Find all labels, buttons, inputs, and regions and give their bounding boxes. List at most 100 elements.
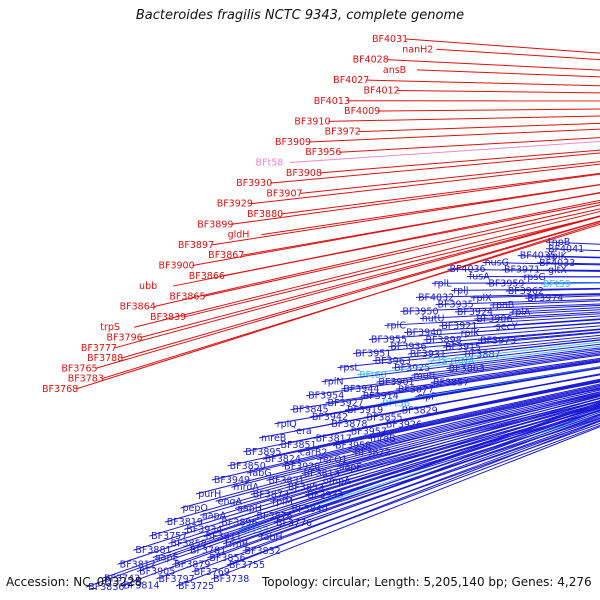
gene-label: BF4035 [520, 251, 556, 262]
label-connector [207, 418, 600, 559]
genome-summary-text: Topology: circular; Length: 5,205,140 bp… [262, 575, 592, 589]
gene-label: BF3876 [257, 511, 293, 522]
label-connector [347, 100, 600, 102]
gene-label: fusA [469, 271, 490, 282]
gene-label: engA [218, 496, 243, 507]
gene-label: secY [496, 321, 518, 332]
label-connector [192, 191, 600, 266]
gene-label: BF3895 [245, 447, 281, 458]
label-connector [140, 215, 600, 339]
gene-label: BF4036 [449, 264, 485, 275]
gene-label: rplK [461, 328, 481, 339]
gene-label: BF3839 [150, 312, 186, 323]
gene-label: BF3971 [504, 265, 540, 276]
gene-label: BF3944 [343, 384, 379, 395]
gene-label: BF3974 [527, 293, 563, 304]
gene-label: BF3836 [88, 582, 124, 593]
gene-label: BF3814 [123, 581, 159, 592]
label-connector [203, 208, 600, 297]
gene-label: BF3955 [371, 334, 407, 345]
label-connector [117, 403, 600, 565]
label-connector [356, 345, 600, 376]
gene-label: BF3768 [42, 384, 78, 395]
gene-label: BF3957 [351, 426, 387, 437]
label-connector [290, 361, 600, 411]
gene-label: BF3949 [214, 475, 250, 486]
gene-label: ansB [383, 65, 406, 76]
gene-label: BF3797 [159, 574, 195, 585]
gene-label: BF3725 [178, 581, 214, 592]
gene-label: BF3901 [378, 377, 414, 388]
label-connector [172, 199, 600, 287]
label-connector [325, 360, 600, 404]
label-connector [121, 409, 600, 587]
gene-label: BF3900 [158, 260, 194, 271]
gene-label: rpoB [492, 300, 514, 311]
gene-label: BF3930 [236, 178, 272, 189]
gene-label: purH [198, 489, 221, 500]
gene-label: BF3817 [316, 433, 352, 444]
gene-label: BF3858 [171, 538, 207, 549]
gene-label: BF3866 [189, 271, 225, 282]
label-connector [134, 210, 600, 328]
gene-label: BF3954 [308, 391, 344, 402]
gene-label: BF3950 [402, 306, 438, 317]
label-connector [308, 128, 600, 143]
gene-label: BF3865 [169, 291, 205, 302]
label-connector [153, 204, 600, 308]
gene-label: BFt56 [382, 398, 410, 409]
gene-label: BF3958 [335, 441, 371, 452]
label-connector [250, 163, 600, 205]
map-title: Bacteroides fragilis NCTC 9343, complete… [135, 8, 465, 23]
gene-label: BFt59 [543, 279, 571, 290]
gene-label: BF4013 [314, 96, 350, 107]
label-connector [297, 386, 600, 453]
gene-label: BF3909 [275, 137, 311, 148]
gene-label: BF3881 [135, 545, 171, 556]
label-connector [274, 367, 600, 425]
gene-label: trpS [100, 322, 120, 333]
label-connector [405, 38, 600, 54]
label-connector [416, 69, 600, 78]
label-connector [332, 387, 600, 446]
label-connector [148, 400, 600, 537]
label-connector [266, 395, 600, 481]
label-connector [133, 402, 600, 551]
gene-label: BF3921 [441, 321, 477, 332]
label-connector [86, 401, 600, 588]
label-connector [282, 391, 600, 467]
forward-gene-labels: BF4031nanH2BF4028ansBBF4027BF4012BF4013B… [42, 34, 600, 395]
gene-label: rplN [324, 377, 344, 388]
gene-label: BF3934 [186, 524, 222, 535]
label-connector [184, 403, 600, 530]
gene-label: BF3906 [476, 314, 512, 325]
gene-label: BF3864 [120, 302, 156, 313]
label-connector [172, 413, 600, 566]
gene-label: rplX [473, 293, 493, 304]
gene-label: aapA [202, 510, 227, 521]
gene-label: mrdA [233, 482, 259, 493]
label-connector [136, 408, 600, 572]
gene-label: BF3914 [363, 391, 399, 402]
accession-text: Accession: NC_003228 [6, 575, 143, 589]
gene-label: rplL [434, 278, 453, 289]
reverse-gene-labels: tnpBBF4041BF4035nusGBF4036rplKBF4033BF39… [86, 237, 600, 593]
gene-label: BF3819 [167, 517, 203, 528]
gene-label: ubb [139, 281, 157, 292]
gene-label: BF4031 [372, 34, 408, 45]
gene-label: rplK [548, 251, 568, 262]
gene-label: BF3781 [190, 546, 226, 557]
gene-label: BF3813 [304, 469, 340, 480]
label-connector [226, 424, 600, 566]
gene-label: BF3796 [107, 333, 143, 344]
gene-label: BF3924 [457, 307, 493, 318]
label-connector [336, 400, 600, 468]
gene-label: BF3776 [276, 518, 312, 529]
gene-label: BF3831 [268, 475, 304, 486]
label-connector [231, 393, 600, 488]
gene-label: aapH [237, 504, 262, 515]
label-connector [270, 152, 600, 184]
label-connector [242, 422, 600, 552]
label-connector [262, 384, 600, 460]
gene-label: nanH2 [402, 44, 433, 55]
